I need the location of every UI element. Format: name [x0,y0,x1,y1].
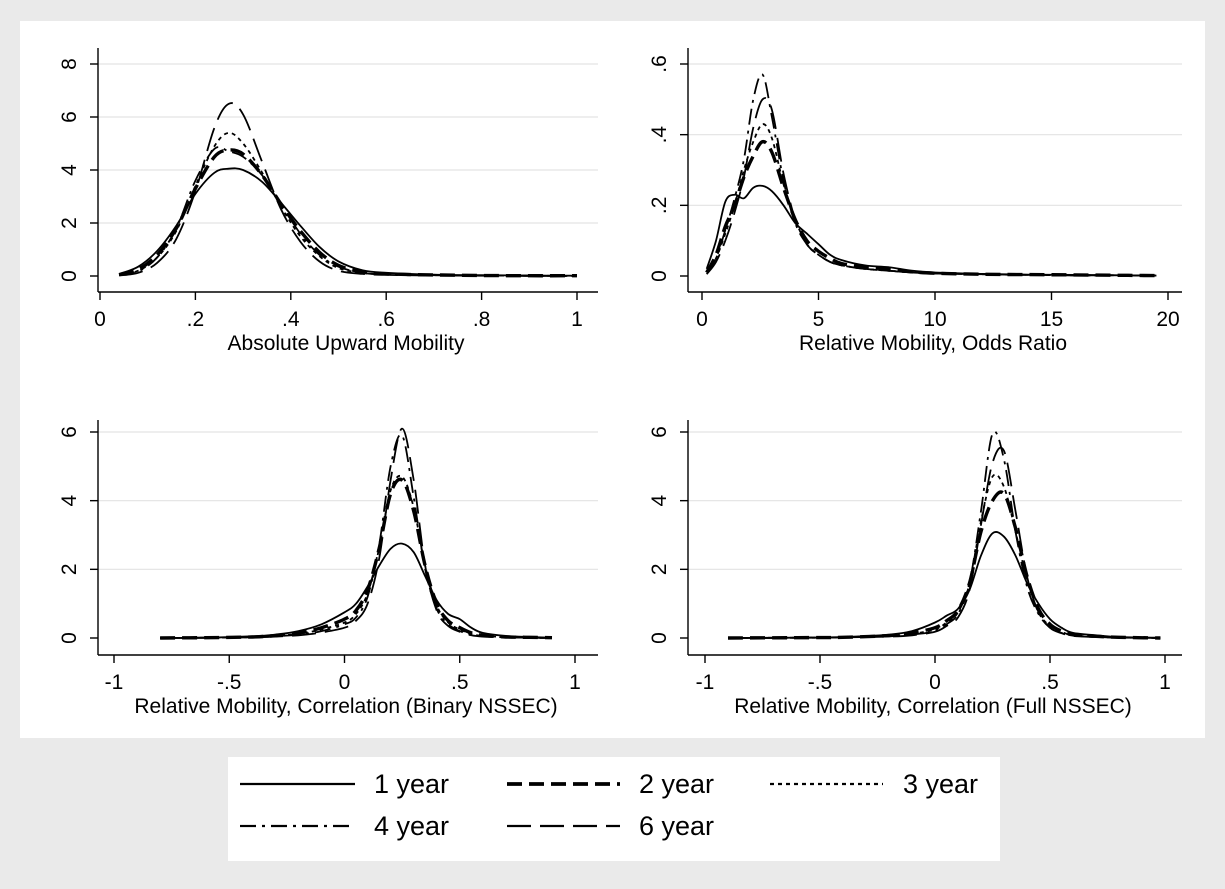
series-line-6-year [705,97,1157,277]
x-tick-label: .6 [377,308,395,331]
x-axis-title: Relative Mobility, Correlation (Binary N… [134,695,557,718]
legend-item-6-year: 6 year [507,811,714,841]
y-tick-label: 0 [58,270,81,282]
x-tick-label: 0 [339,671,351,694]
y-tick-label: 2 [648,563,671,575]
x-tick-label: -1 [105,671,124,694]
y-tick-label: 8 [58,58,81,70]
x-tick-label: -.5 [808,671,833,694]
y-tick-label: 0 [648,632,671,644]
y-tick-label: 6 [648,426,671,438]
series-line-1-year [160,542,553,639]
legend-label: 4 year [374,811,449,841]
y-tick-label: 0 [58,632,81,644]
x-axis-title: Absolute Upward Mobility [228,332,465,355]
series-line-3-year [118,131,578,277]
legend-label: 3 year [903,769,978,799]
x-tick-label: .8 [473,308,491,331]
y-tick-label: 2 [58,217,81,229]
legend-label: 6 year [639,811,714,841]
x-tick-label: 0 [94,308,106,331]
x-tick-label: .5 [451,671,469,694]
series-line-3-year [705,123,1157,277]
chart-panel-3: 0 2 4 6 -1 -.5 0 .5 1 Relative Mobility, Correlat… [58,420,598,718]
chart-panel-4: 0 2 4 6 -1 -.5 0 .5 1 Relative Mobility, Correlat… [648,420,1182,718]
y-tick-label: 2 [58,563,81,575]
series-line-6-year [160,427,553,639]
x-tick-label: 1 [1159,671,1171,694]
y-tick-label: .6 [648,55,671,73]
series-line-6-year [727,446,1161,639]
y-tick-label: 0 [648,270,671,282]
x-tick-label: 0 [696,308,708,331]
x-tick-label: 20 [1156,308,1179,331]
series-line-4-year [118,146,578,277]
x-tick-label: 1 [569,671,581,694]
series-line-6-year [118,102,577,277]
x-tick-label: .4 [282,308,300,331]
x-tick-label: -.5 [217,671,242,694]
y-tick-label: 6 [58,426,81,438]
x-tick-label: -1 [696,671,715,694]
y-tick-label: 4 [648,495,671,507]
x-tick-label: 5 [813,308,825,331]
legend-items: 1 year 2 year 3 year 4 year 6 year [240,769,978,841]
x-tick-label: .5 [1041,671,1059,694]
legend: 1 year 2 year 3 year 4 year 6 year [228,757,1000,861]
legend-item-4-year: 4 year [240,811,449,841]
y-tick-label: .4 [648,126,671,144]
y-tick-label: 4 [58,495,81,507]
legend-label: 2 year [639,769,714,799]
x-tick-label: 0 [929,671,941,694]
x-tick-label: .2 [187,308,205,331]
chart-panel-2: 0 .2 .4 .6 0 5 10 15 20 Relative Mobility, Odds R… [648,48,1182,355]
legend-item-3-year: 3 year [770,769,978,799]
legend-label: 1 year [374,769,449,799]
y-tick-label: 4 [58,164,81,176]
x-tick-label: 1 [571,308,583,331]
series-line-4-year [705,73,1157,277]
y-tick-label: .2 [648,197,671,215]
x-axis-title: Relative Mobility, Correlation (Full NSS… [734,695,1132,718]
series-line-3-year [727,473,1161,639]
chart-panel-1: 0 2 4 6 8 0 .2 .4 .6 .8 1 Absolute Upward Mobility [58,48,598,355]
x-axis-title: Relative Mobility, Odds Ratio [799,332,1067,355]
x-tick-label: 10 [923,308,946,331]
x-tick-label: 15 [1040,308,1063,331]
legend-item-2-year: 2 year [507,769,714,799]
legend-item-1-year: 1 year [240,769,449,799]
series-line-2-year [160,477,553,640]
plot-area [20,21,1205,738]
y-tick-label: 6 [58,111,81,123]
legend-box [228,757,1000,861]
